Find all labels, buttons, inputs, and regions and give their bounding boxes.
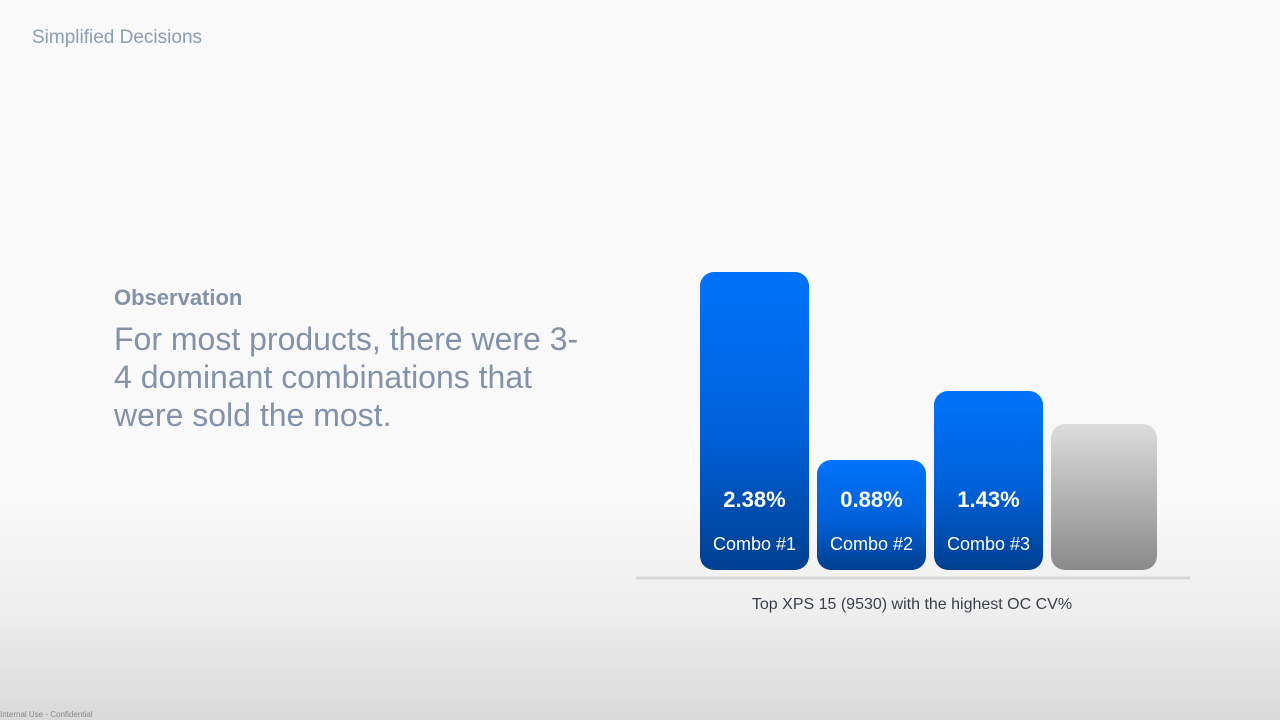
observation-label: Observation <box>114 285 243 310</box>
slide-title: Simplified Decisions <box>32 27 203 48</box>
bar-category-label: Combo #3 <box>947 534 1030 554</box>
bar-value-label: 0.88% <box>840 487 902 512</box>
footer-note: Internal Use - Confidential <box>0 710 93 719</box>
observation-block: Observation For most products, there wer… <box>114 285 594 434</box>
bar-combo-3 <box>934 391 1043 570</box>
bar-chart: 2.38% Combo #1 0.88% Combo #2 1.43% Combo #3 <box>636 250 1196 630</box>
chart-caption: Top XPS 15 (9530) with the highest OC CV… <box>751 596 1073 613</box>
bar-category-label: Combo #2 <box>830 534 913 554</box>
chart-svg: 2.38% Combo #1 0.88% Combo #2 1.43% Combo #3 <box>636 272 1190 580</box>
bar-value-label: 2.38% <box>723 487 785 512</box>
bar-other <box>1051 424 1157 570</box>
bar-combo-2 <box>817 460 926 570</box>
bars-group: 2.38% Combo #1 0.88% Combo #2 1.43% Combo #3 <box>700 272 1157 570</box>
observation-text: For most products, there were 3-4 domina… <box>114 321 579 433</box>
bar-combo-1 <box>700 272 809 570</box>
bar-value-label: 1.43% <box>957 487 1019 512</box>
bar-category-label: Combo #1 <box>713 534 796 554</box>
